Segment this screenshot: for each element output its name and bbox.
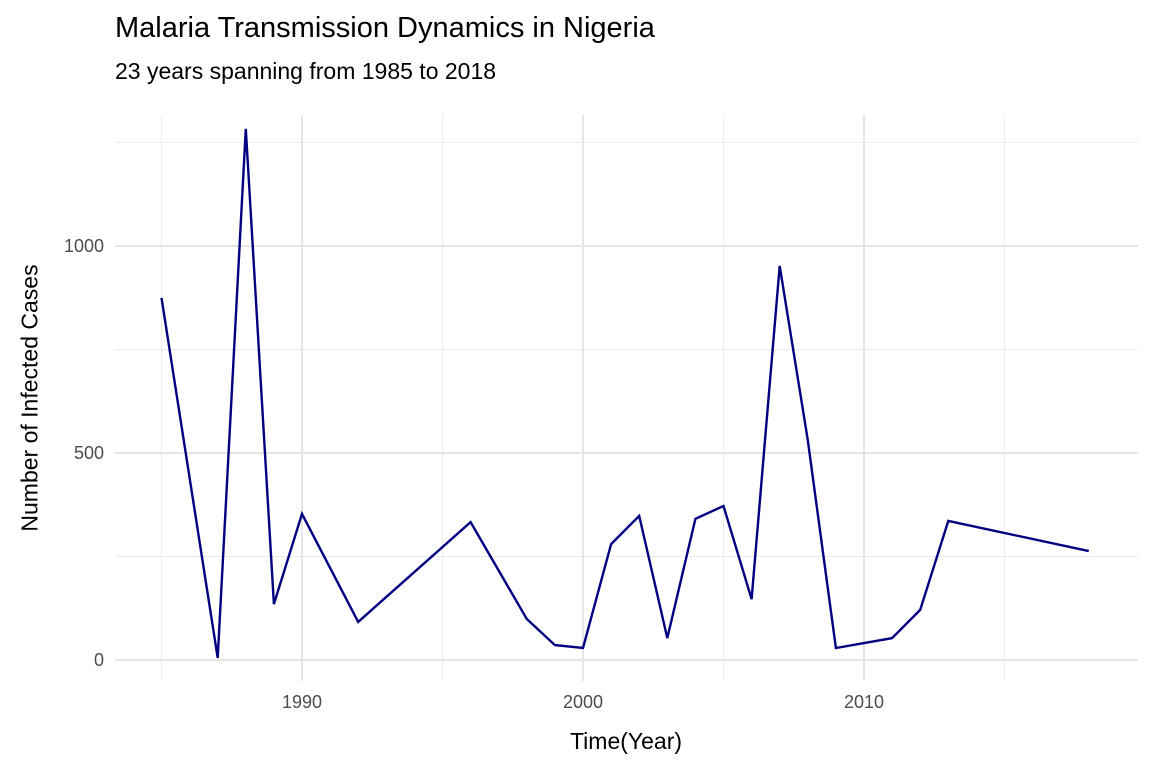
y-tick-label: 500	[74, 443, 104, 463]
x-tick-label: 2000	[563, 692, 603, 712]
y-tick-label: 1000	[64, 236, 104, 256]
chart-subtitle: 23 years spanning from 1985 to 2018	[115, 58, 497, 84]
series-line	[160, 128, 1090, 659]
x-tick-label: 2010	[844, 692, 884, 712]
y-tick-label: 0	[94, 650, 104, 670]
chart-title: Malaria Transmission Dynamics in Nigeria	[115, 12, 655, 44]
x-axis-label: Time(Year)	[569, 728, 683, 754]
x-tick-label: 1990	[282, 692, 322, 712]
